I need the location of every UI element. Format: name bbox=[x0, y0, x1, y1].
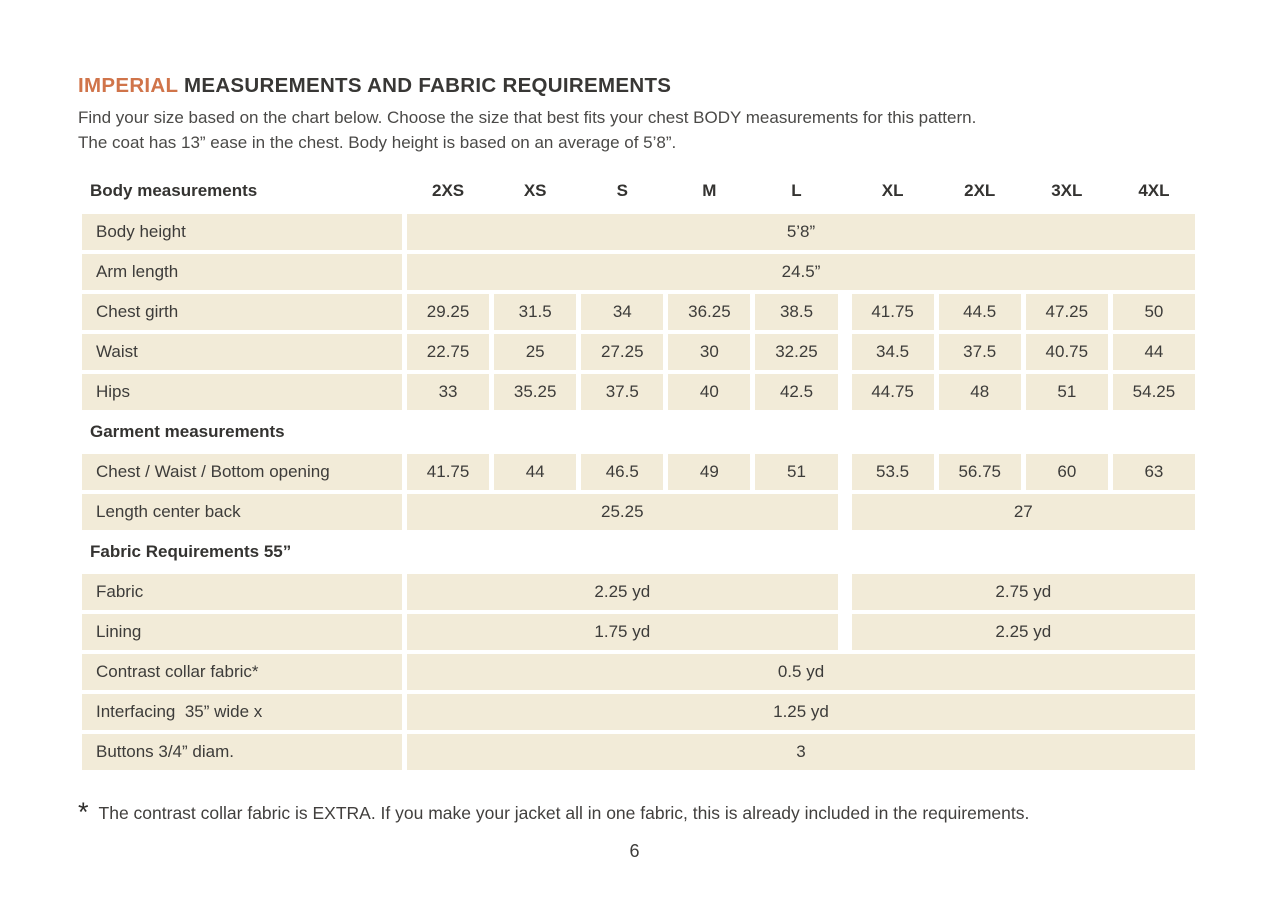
merged-value-cell: 24.5” bbox=[407, 254, 1195, 290]
merged-value-cell-left: 2.25 yd bbox=[407, 574, 838, 610]
value-cell: 51 bbox=[1025, 374, 1108, 410]
page-number: 6 bbox=[629, 841, 640, 861]
row-label: Interfacing 35” wide x bbox=[82, 694, 402, 730]
row-label: Arm length bbox=[82, 254, 402, 290]
intro-paragraph: Find your size based on the chart below.… bbox=[78, 105, 1198, 155]
table-row: Buttons 3/4” diam. 3 bbox=[82, 734, 1195, 770]
merged-value-cell-right: 27 bbox=[851, 494, 1195, 530]
row-label: Contrast collar fabric* bbox=[82, 654, 402, 690]
footnote-text: The contrast collar fabric is EXTRA. If … bbox=[98, 803, 1030, 823]
value-cell: 44 bbox=[494, 454, 577, 490]
size-col-header: M bbox=[702, 181, 717, 200]
value-cell: 50 bbox=[1112, 294, 1195, 330]
value-cell: 53.5 bbox=[851, 454, 934, 490]
intro-line-1: Find your size based on the chart below.… bbox=[78, 108, 977, 127]
size-col-header: XL bbox=[881, 181, 904, 200]
section-heading: Garment measurements bbox=[90, 422, 285, 441]
page-title: IMPERIAL MEASUREMENTS AND FABRIC REQUIRE… bbox=[78, 74, 1198, 98]
intro-line-2: The coat has 13” ease in the chest. Body… bbox=[78, 133, 677, 152]
footnote: * The contrast collar fabric is EXTRA. I… bbox=[78, 797, 1200, 827]
value-cell: 25 bbox=[494, 334, 577, 370]
value-cell: 27.25 bbox=[581, 334, 664, 370]
table-row: Hips 33 35.25 37.5 40 42.5 44.75 48 51 54.25 bbox=[82, 374, 1195, 410]
merged-value-cell: 3 bbox=[407, 734, 1195, 770]
value-cell: 40 bbox=[668, 374, 751, 410]
value-cell: 44.5 bbox=[938, 294, 1021, 330]
value-cell: 35.25 bbox=[494, 374, 577, 410]
table-row: Chest girth 29.25 31.5 34 36.25 38.5 41.75 44.5… bbox=[82, 294, 1195, 330]
value-cell: 51 bbox=[755, 454, 838, 490]
row-label: Fabric bbox=[82, 574, 402, 610]
size-col-header: L bbox=[791, 181, 802, 200]
size-col-header: S bbox=[616, 181, 628, 200]
row-label: Body height bbox=[82, 214, 402, 250]
merged-value-cell: 0.5 yd bbox=[407, 654, 1195, 690]
size-col-header: 2XL bbox=[964, 181, 996, 200]
measurement-table: Body measurements 2XS XS S M L XL 2XL 3XL 4XL Body… bbox=[82, 173, 1195, 770]
value-cell: 60 bbox=[1025, 454, 1108, 490]
row-label: Lining bbox=[82, 614, 402, 650]
value-cell: 42.5 bbox=[755, 374, 838, 410]
value-cell: 30 bbox=[668, 334, 751, 370]
row-label: Chest girth bbox=[82, 294, 402, 330]
value-cell: 32.25 bbox=[755, 334, 838, 370]
table-row: Length center back 25.25 27 bbox=[82, 494, 1195, 530]
merged-value-cell: 1.25 yd bbox=[407, 694, 1195, 730]
table-row: Contrast collar fabric* 0.5 yd bbox=[82, 654, 1195, 690]
value-cell: 22.75 bbox=[407, 334, 490, 370]
table-row: Body height 5’8” bbox=[82, 214, 1195, 250]
value-cell: 44 bbox=[1112, 334, 1195, 370]
row-label: Hips bbox=[82, 374, 402, 410]
value-cell: 36.25 bbox=[668, 294, 751, 330]
value-cell: 37.5 bbox=[581, 374, 664, 410]
value-cell: 34 bbox=[581, 294, 664, 330]
size-col-header: 4XL bbox=[1138, 181, 1170, 200]
footnote-asterisk: * bbox=[78, 797, 89, 827]
merged-value-cell-left: 25.25 bbox=[407, 494, 838, 530]
value-cell: 29.25 bbox=[407, 294, 490, 330]
row-label: Waist bbox=[82, 334, 402, 370]
value-cell: 34.5 bbox=[851, 334, 934, 370]
table-row: Lining 1.75 yd 2.25 yd bbox=[82, 614, 1195, 650]
table-header-row: Body measurements 2XS XS S M L XL 2XL 3XL 4XL bbox=[82, 173, 1195, 209]
merged-value-cell-right: 2.75 yd bbox=[851, 574, 1195, 610]
merged-value-cell-right: 2.25 yd bbox=[851, 614, 1195, 650]
page-title-rest: MEASUREMENTS AND FABRIC REQUIREMENTS bbox=[177, 74, 672, 97]
table-row: Interfacing 35” wide x 1.25 yd bbox=[82, 694, 1195, 730]
value-cell: 41.75 bbox=[851, 294, 934, 330]
table-row: Waist 22.75 25 27.25 30 32.25 34.5 37.5 40.75 44 bbox=[82, 334, 1195, 370]
table-row: Chest / Waist / Bottom opening 41.75 44 46.… bbox=[82, 454, 1195, 490]
value-cell: 31.5 bbox=[494, 294, 577, 330]
value-cell: 47.25 bbox=[1025, 294, 1108, 330]
value-cell: 37.5 bbox=[938, 334, 1021, 370]
size-col-header: 3XL bbox=[1051, 181, 1083, 200]
merged-value-cell-left: 1.75 yd bbox=[407, 614, 838, 650]
value-cell: 49 bbox=[668, 454, 751, 490]
table-header-label: Body measurements bbox=[90, 181, 258, 200]
merged-value-cell: 5’8” bbox=[407, 214, 1195, 250]
size-col-header: XS bbox=[523, 181, 547, 200]
value-cell: 48 bbox=[938, 374, 1021, 410]
row-label: Buttons 3/4” diam. bbox=[82, 734, 402, 770]
value-cell: 40.75 bbox=[1025, 334, 1108, 370]
value-cell: 44.75 bbox=[851, 374, 934, 410]
value-cell: 38.5 bbox=[755, 294, 838, 330]
table-row: Fabric 2.25 yd 2.75 yd bbox=[82, 574, 1195, 610]
value-cell: 41.75 bbox=[407, 454, 490, 490]
row-label: Chest / Waist / Bottom opening bbox=[82, 454, 402, 490]
value-cell: 56.75 bbox=[938, 454, 1021, 490]
value-cell: 33 bbox=[407, 374, 490, 410]
size-col-header: 2XS bbox=[431, 181, 465, 200]
page-title-accent: IMPERIAL bbox=[78, 74, 178, 97]
table-row: Arm length 24.5” bbox=[82, 254, 1195, 290]
value-cell: 63 bbox=[1112, 454, 1195, 490]
row-label: Length center back bbox=[82, 494, 402, 530]
value-cell: 46.5 bbox=[581, 454, 664, 490]
value-cell: 54.25 bbox=[1112, 374, 1195, 410]
section-heading: Fabric Requirements 55” bbox=[90, 542, 292, 561]
page-content: IMPERIAL MEASUREMENTS AND FABRIC REQUIRE… bbox=[78, 74, 1198, 862]
